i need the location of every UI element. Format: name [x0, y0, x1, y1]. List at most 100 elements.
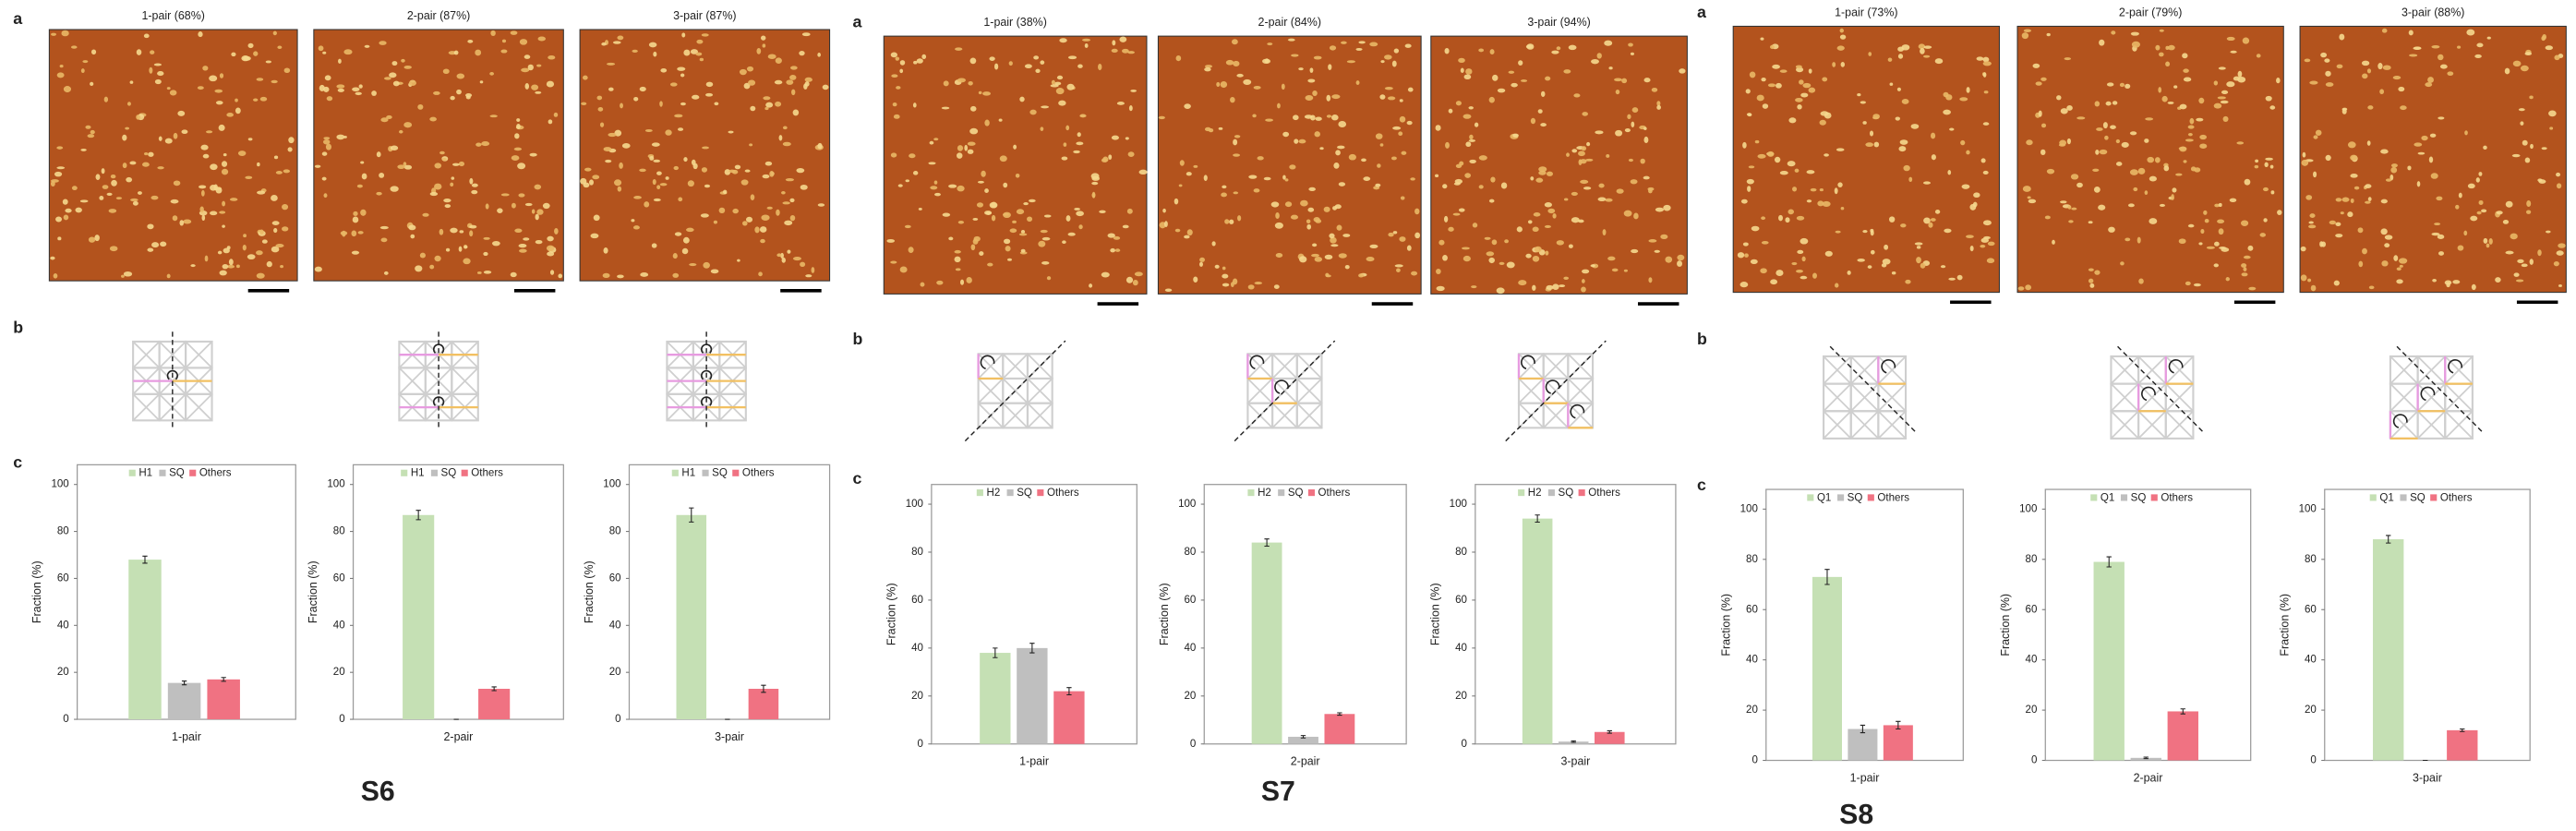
particle: [1287, 38, 1295, 42]
particle: [2144, 138, 2149, 143]
particle: [324, 75, 331, 81]
particle: [1656, 104, 1661, 110]
particle: [632, 225, 640, 230]
particle: [130, 198, 138, 202]
particle: [1860, 101, 1866, 104]
particle: [639, 86, 646, 92]
legend-swatch: [189, 469, 197, 476]
particle: [1369, 244, 1378, 249]
particle: [1393, 48, 1400, 54]
particle: [2093, 187, 2101, 193]
particle: [1465, 68, 1473, 75]
particle: [957, 145, 964, 151]
particle: [164, 138, 173, 144]
particle: [955, 268, 961, 271]
particle: [817, 203, 825, 207]
particle: [1484, 236, 1491, 240]
particle: [1820, 111, 1829, 116]
particle: [1330, 244, 1339, 247]
particle: [2218, 202, 2222, 208]
particle: [644, 201, 650, 208]
legend-label: Others: [1318, 488, 1351, 499]
particle: [1496, 287, 1505, 295]
error-bar: [491, 686, 497, 692]
particle: [142, 162, 150, 167]
particle: [2115, 162, 2123, 166]
particle: [2417, 151, 2426, 155]
particle: [756, 48, 762, 54]
particle: [677, 66, 686, 71]
particle: [1186, 229, 1193, 236]
particle: [2044, 215, 2051, 220]
particle: [2198, 242, 2203, 246]
particle: [1747, 186, 1751, 192]
particle: [1767, 151, 1775, 157]
particle: [1076, 211, 1084, 217]
particle: [259, 229, 264, 235]
particle: [2486, 36, 2491, 40]
panel-label: c: [13, 452, 22, 471]
particle: [1448, 108, 1453, 114]
particle: [703, 261, 710, 269]
particle: [1794, 168, 1800, 173]
particle: [1099, 210, 1106, 213]
particle: [1615, 129, 1623, 137]
particle: [782, 126, 788, 130]
fold-line: [964, 340, 1066, 442]
particle: [1840, 62, 1846, 67]
tile: [184, 392, 213, 422]
particle: [1745, 89, 1751, 94]
particle: [718, 207, 726, 214]
particle: [1066, 83, 1075, 90]
particle: [50, 256, 55, 260]
particle: [1392, 126, 1402, 130]
particle: [2476, 211, 2482, 215]
particle: [536, 209, 544, 215]
error-bar: [2460, 728, 2465, 732]
particle: [536, 64, 542, 67]
particle: [1870, 249, 1875, 255]
particle: [1746, 178, 1754, 185]
tile-cross: [1877, 410, 1907, 440]
particle: [1162, 208, 1166, 213]
particle: [2222, 115, 2229, 122]
particle: [202, 153, 210, 159]
particle: [1478, 185, 1484, 189]
error-bar: [181, 680, 187, 686]
particle: [231, 52, 236, 57]
tile-cross: [1850, 355, 1879, 385]
particle: [1744, 253, 1749, 258]
particle: [321, 151, 328, 156]
particle: [519, 39, 528, 45]
legend-label: SQ: [2410, 492, 2426, 503]
particle: [1384, 54, 1392, 60]
particle: [964, 144, 969, 151]
particle: [2220, 100, 2229, 104]
particle: [326, 96, 333, 102]
particle: [1309, 67, 1314, 73]
bar: [1324, 714, 1355, 744]
particle: [1112, 40, 1116, 46]
particle: [2088, 268, 2094, 271]
particle: [1222, 266, 1226, 271]
afm-image: [1430, 35, 1688, 295]
particle: [1126, 208, 1133, 214]
particle: [2524, 52, 2533, 56]
y-tick-label: 60: [57, 572, 69, 584]
particle: [1767, 83, 1776, 88]
y-axis-label: Fraction (%): [2278, 594, 2291, 656]
particle: [644, 128, 653, 132]
particle: [892, 102, 897, 107]
particle: [450, 95, 455, 101]
particle: [968, 81, 973, 86]
particle: [1236, 73, 1244, 78]
particle: [1948, 277, 1956, 281]
particle: [665, 129, 672, 136]
particle: [1324, 254, 1333, 260]
particle: [2457, 245, 2464, 251]
particle: [490, 30, 496, 36]
particle: [2309, 80, 2318, 85]
particle: [1591, 58, 1599, 65]
particle: [1315, 116, 1322, 121]
particle: [2520, 121, 2524, 126]
